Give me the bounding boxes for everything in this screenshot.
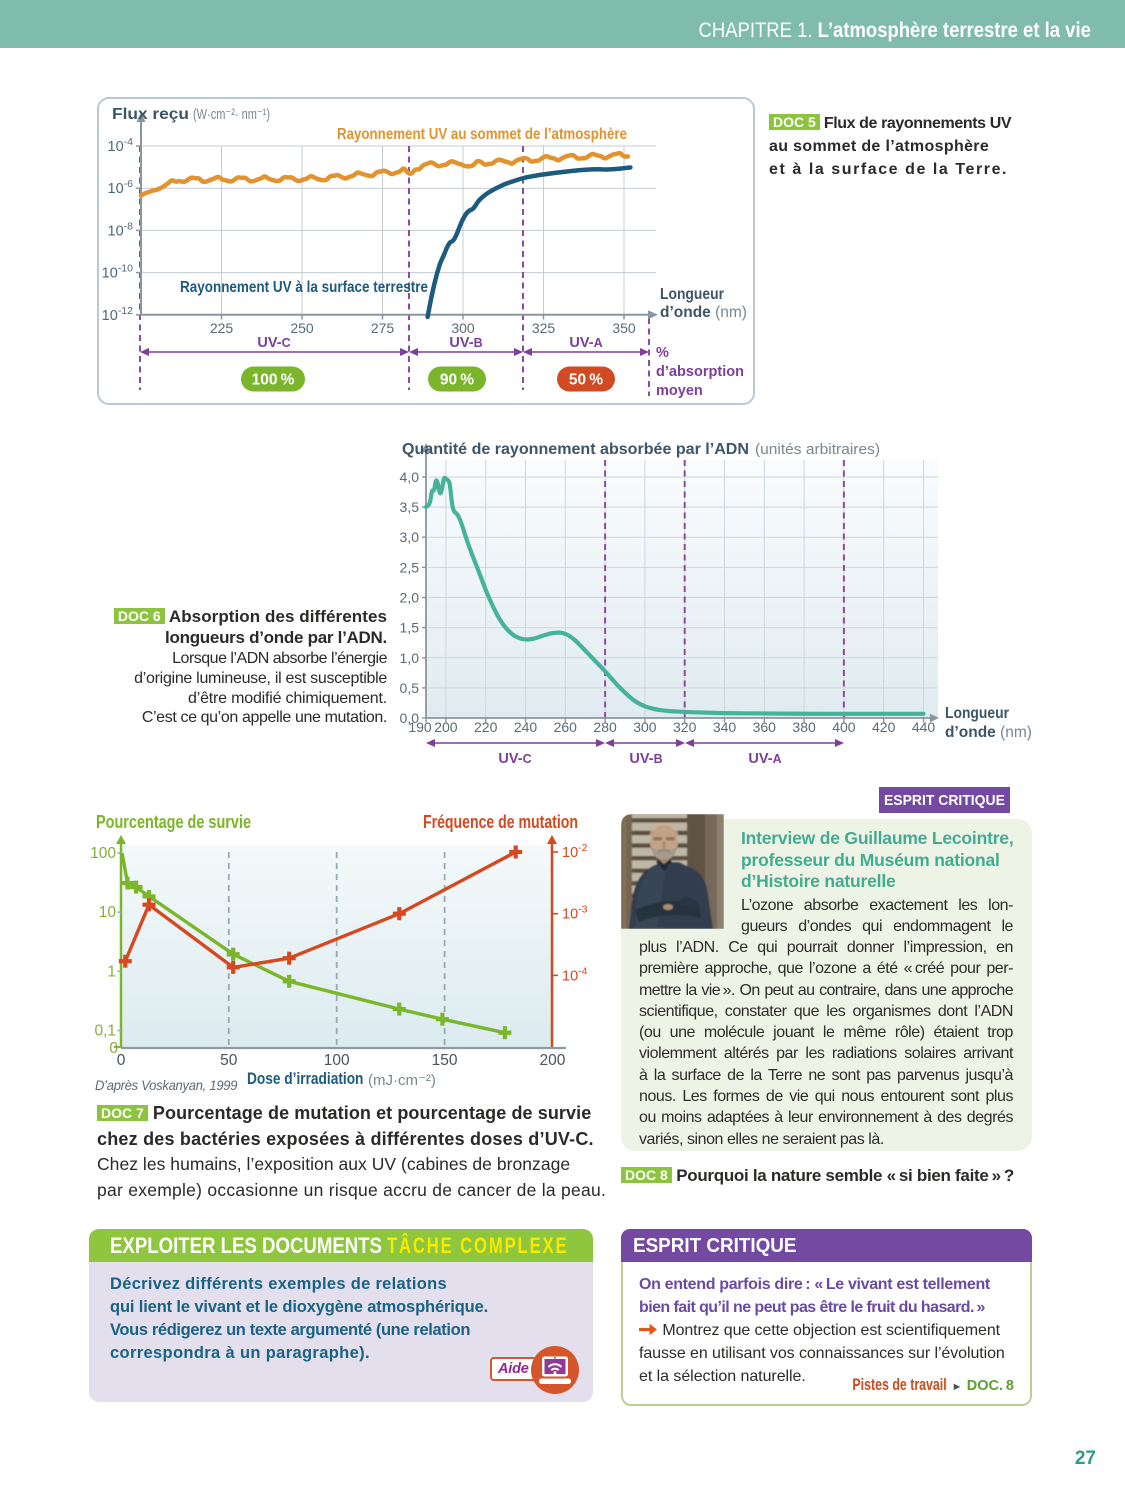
svg-text:UV-B: UV-B — [449, 335, 482, 351]
svg-text:3,0: 3,0 — [400, 529, 420, 545]
svg-text:150: 150 — [432, 1052, 458, 1069]
svg-text:10-4: 10-4 — [108, 136, 134, 155]
svg-text:UV-B: UV-B — [629, 751, 662, 767]
svg-text:275: 275 — [371, 320, 395, 336]
svg-text:10-10: 10-10 — [102, 263, 133, 282]
svg-text:Rayonnement UV à la surface te: Rayonnement UV à la surface terrestre — [180, 279, 428, 296]
svg-text:340: 340 — [713, 719, 737, 735]
svg-text:325: 325 — [532, 320, 556, 336]
svg-text:225: 225 — [210, 320, 234, 336]
svg-text:2,5: 2,5 — [400, 559, 420, 575]
svg-text:Longueur: Longueur — [660, 286, 724, 303]
svg-text:3,5: 3,5 — [400, 499, 420, 515]
svg-text:380: 380 — [792, 719, 816, 735]
svg-text:190: 190 — [408, 719, 432, 735]
svg-text:50: 50 — [220, 1052, 238, 1069]
svg-text:200: 200 — [434, 719, 458, 735]
svg-text:50 %: 50 % — [569, 372, 603, 389]
svg-text:%: % — [656, 345, 669, 361]
svg-text:360: 360 — [753, 719, 777, 735]
svg-text:280: 280 — [593, 719, 617, 735]
svg-text:UV-C: UV-C — [498, 751, 531, 767]
svg-text:0,5: 0,5 — [400, 680, 420, 696]
svg-text:100: 100 — [324, 1052, 350, 1069]
svg-text:UV-C: UV-C — [257, 335, 290, 351]
svg-text:moyen: moyen — [656, 383, 703, 399]
svg-text:d’onde (nm): d’onde (nm) — [945, 724, 1032, 741]
svg-text:100: 100 — [90, 845, 116, 862]
svg-text:400: 400 — [832, 719, 856, 735]
svg-text:0,1: 0,1 — [94, 1023, 116, 1040]
svg-text:(unités arbitraires): (unités arbitraires) — [755, 441, 880, 458]
svg-text:100 %: 100 % — [252, 372, 295, 389]
svg-text:Rayonnement UV au sommet de l’: Rayonnement UV au sommet de l’atmosphère — [337, 126, 627, 143]
svg-text:4,0: 4,0 — [400, 469, 420, 485]
svg-text:d’absorption: d’absorption — [656, 364, 744, 380]
svg-text:320: 320 — [673, 719, 697, 735]
svg-text:10-6: 10-6 — [108, 178, 134, 197]
svg-text:UV-A: UV-A — [748, 751, 781, 767]
svg-text:10-8: 10-8 — [108, 220, 134, 239]
svg-text:0,0: 0,0 — [400, 710, 420, 726]
svg-text:440: 440 — [912, 719, 936, 735]
svg-text:1: 1 — [107, 963, 116, 980]
svg-text:300: 300 — [451, 320, 475, 336]
svg-text:d’onde (nm): d’onde (nm) — [660, 304, 747, 321]
svg-text:350: 350 — [612, 320, 636, 336]
svg-text:0: 0 — [117, 1052, 126, 1069]
svg-text:420: 420 — [872, 719, 896, 735]
svg-text:2,0: 2,0 — [400, 590, 420, 606]
svg-text:10-4: 10-4 — [562, 965, 588, 984]
svg-text:90 %: 90 % — [440, 372, 474, 389]
svg-text:250: 250 — [290, 320, 314, 336]
svg-text:300: 300 — [633, 719, 657, 735]
svg-text:UV-A: UV-A — [569, 335, 602, 351]
svg-text:10-12: 10-12 — [102, 305, 133, 324]
svg-text:10-3: 10-3 — [562, 904, 588, 923]
svg-text:Fréquence de mutation: Fréquence de mutation — [423, 812, 578, 832]
svg-text:(W·cm⁻²· nm⁻¹): (W·cm⁻²· nm⁻¹) — [193, 106, 270, 123]
svg-text:200: 200 — [539, 1052, 565, 1069]
svg-text:260: 260 — [554, 719, 578, 735]
svg-text:Pourcentage de survie: Pourcentage de survie — [96, 812, 251, 832]
svg-text:240: 240 — [514, 719, 538, 735]
svg-text:1,5: 1,5 — [400, 620, 420, 636]
svg-text:220: 220 — [474, 719, 498, 735]
svg-text:Flux reçu: Flux reçu — [112, 106, 189, 123]
svg-text:10: 10 — [99, 904, 117, 921]
svg-text:0: 0 — [109, 1040, 118, 1057]
svg-text:1,0: 1,0 — [400, 650, 420, 666]
svg-text:Longueur: Longueur — [945, 705, 1009, 722]
svg-text:Quantité de rayonnement absorb: Quantité de rayonnement absorbée par l’A… — [402, 441, 749, 458]
svg-text:10-2: 10-2 — [562, 842, 588, 861]
